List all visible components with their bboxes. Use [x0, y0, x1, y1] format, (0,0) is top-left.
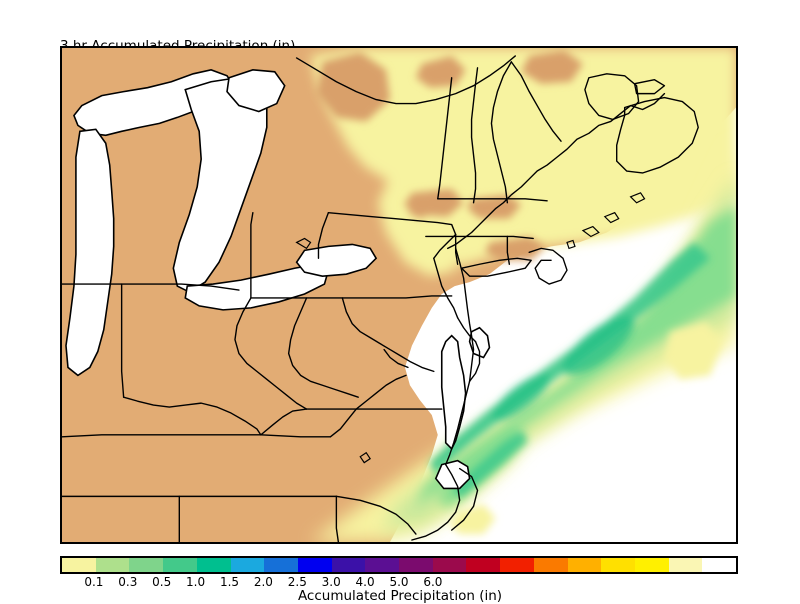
- colorbar-tick-6.0: 6.0: [423, 575, 443, 589]
- map-canvas: [62, 48, 736, 542]
- colorbar-segment-2: [129, 558, 164, 572]
- colorbar-tick-5.0: 5.0: [389, 575, 409, 589]
- colorbar-segment-15: [567, 558, 602, 572]
- colorbar-segment-16: [601, 558, 635, 572]
- colorbar-segment-9: [365, 558, 400, 572]
- colorbar: [60, 556, 738, 574]
- colorbar-tick-3.0: 3.0: [321, 575, 341, 589]
- colorbar-tick-labels: 0.1 0.3 0.5 1.0 1.5 2.0 2.5 3.0 4.0 5.0 6.0: [60, 575, 738, 591]
- colorbar-segment-10: [399, 558, 433, 572]
- colorbar-segment-13: [500, 558, 534, 572]
- colorbar-tick-0.5: 0.5: [152, 575, 172, 589]
- colorbar-tick-1.5: 1.5: [219, 575, 240, 589]
- dry-patches-northeast: [316, 49, 583, 261]
- colorbar-segment-3: [163, 558, 197, 572]
- colorbar-tick-1.0: 1.0: [186, 575, 206, 589]
- colorbar-tick-0.3: 0.3: [118, 575, 138, 589]
- colorbar-axis-label: Accumulated Precipitation (in): [297, 588, 503, 604]
- colorbar-tick-4.0: 4.0: [355, 575, 375, 589]
- colorbar-segment-7: [297, 558, 332, 572]
- colorbar-segment-12: [466, 558, 501, 572]
- colorbar-segment-8: [331, 558, 366, 572]
- political-borders: [62, 55, 699, 542]
- precipitation-map: [60, 46, 738, 544]
- colorbar-segment-17: [634, 558, 669, 572]
- colorbar-segment-1: [95, 558, 130, 572]
- colorbar-tick-0.1: 0.1: [84, 575, 104, 589]
- colorbar-segment-0: [62, 558, 96, 572]
- minor-features: [295, 192, 646, 464]
- colorbar-segment-4: [196, 558, 231, 572]
- colorbar-tick-2.5: 2.5: [287, 575, 307, 589]
- colorbar-segment-18: [668, 558, 703, 572]
- colorbar-tick-2.0: 2.0: [253, 575, 273, 589]
- water-bodies: [65, 68, 491, 490]
- colorbar-segment-5: [230, 558, 265, 572]
- colorbar-segment-11: [432, 558, 467, 572]
- colorbar-segment-14: [533, 558, 568, 572]
- colorbar-segment-6: [264, 558, 298, 572]
- colorbar-segment-19: [702, 558, 737, 572]
